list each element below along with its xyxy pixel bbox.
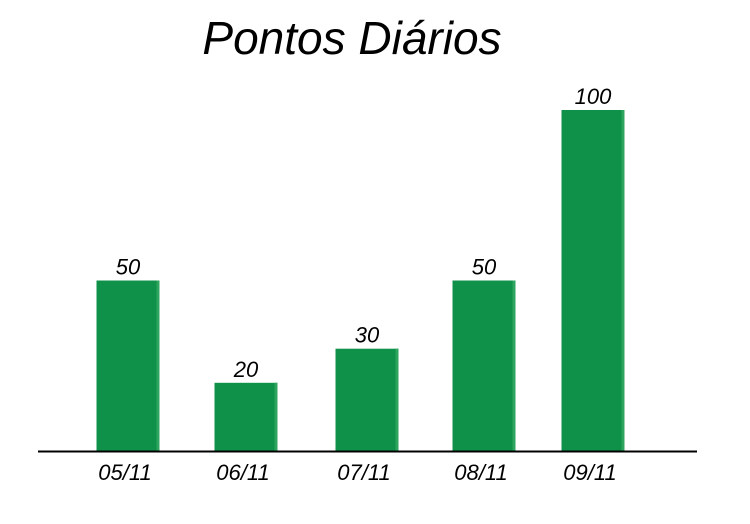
bar-edge	[512, 280, 516, 451]
bar-05-11	[96, 280, 160, 451]
x-tick-label: 06/11	[216, 460, 269, 485]
bar-edge	[395, 348, 399, 451]
bar-08-11	[452, 280, 516, 451]
x-tick-label: 07/11	[337, 460, 390, 485]
data-label: 20	[233, 357, 259, 382]
bar-edge	[274, 382, 278, 451]
data-label: 50	[472, 255, 497, 280]
x-tick-label: 05/11	[98, 460, 151, 485]
bar-06-11	[214, 382, 278, 451]
data-label: 50	[116, 255, 141, 280]
bar-edge	[621, 110, 625, 451]
x-tick-label: 09/11	[563, 460, 616, 485]
data-label: 100	[575, 84, 612, 109]
bar-07-11	[335, 348, 399, 451]
bar-09-11	[561, 110, 625, 451]
chart-title: Pontos Diários	[202, 12, 502, 64]
bar-edge	[156, 280, 160, 451]
x-tick-label: 08/11	[454, 460, 507, 485]
data-label: 30	[355, 323, 380, 348]
